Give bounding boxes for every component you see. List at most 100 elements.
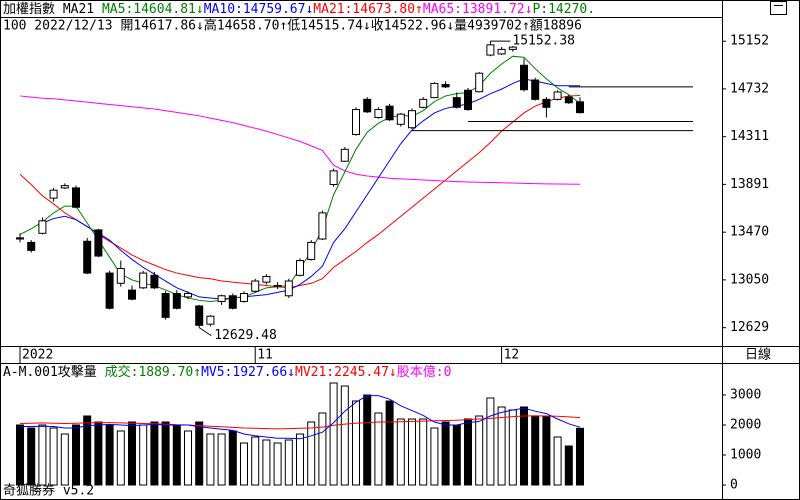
volume-bar <box>27 427 36 486</box>
volume-bar <box>284 439 293 486</box>
volume-bar <box>307 421 316 486</box>
average-line <box>19 415 581 430</box>
volume-bar <box>72 424 80 486</box>
volume-bar <box>475 415 484 486</box>
legend-segment: A-M.001攻擊量 <box>3 364 105 380</box>
volume-bar <box>486 397 495 486</box>
volume-bar <box>105 424 114 486</box>
low-leader <box>198 327 212 337</box>
legend-segment: MV5:1927.66↓ <box>201 365 295 380</box>
candle-body <box>553 91 562 100</box>
volume-bar <box>273 442 282 486</box>
quote-line: 100 2022/12/13 開14617.86↓高14658.70↑低1451… <box>3 18 582 34</box>
candle-body <box>318 212 327 240</box>
volume-bar <box>184 430 192 486</box>
candle-body <box>116 268 125 284</box>
high-label: 15152.38 <box>512 34 575 49</box>
y-tick-label: 0 <box>730 478 738 493</box>
candle-body <box>128 289 136 300</box>
y-tick-label: 13470 <box>730 225 769 240</box>
volume-bar <box>329 382 338 486</box>
y-tick-label: 2000 <box>730 418 761 433</box>
candle-body <box>576 101 584 114</box>
candle-body <box>105 272 114 309</box>
volume-bar <box>553 436 562 486</box>
candle-body <box>296 260 304 276</box>
candle-body <box>508 46 517 50</box>
window-button[interactable] <box>770 1 787 15</box>
volume-bar <box>206 433 215 486</box>
y-tick-label: 13050 <box>730 272 769 287</box>
volume-bar <box>497 406 506 486</box>
candle-body <box>49 189 58 199</box>
legend-segment: MV21:2245.47↓ <box>295 365 397 380</box>
volume-bar <box>228 430 237 486</box>
legend-segment: 成交:1889.70↑ <box>105 364 201 380</box>
volume-bar <box>83 415 92 486</box>
volume-bar <box>374 412 383 486</box>
candle-body <box>273 285 282 288</box>
volume-bar <box>363 394 372 486</box>
volume-bar <box>60 433 69 486</box>
volume-bar <box>251 436 260 486</box>
volume-bar <box>38 424 47 486</box>
candle-body <box>340 148 349 162</box>
legend-segment: 股本億:0 <box>397 364 452 380</box>
legend-segment: P:14270. <box>532 2 595 17</box>
candle-body <box>228 295 237 309</box>
y-tick-label: 15152 <box>730 34 769 49</box>
volume-bar <box>150 421 159 486</box>
volume-bar <box>195 421 204 486</box>
candle-body <box>94 229 103 257</box>
candle-body <box>497 48 506 55</box>
candle-body <box>72 187 80 208</box>
candle-body <box>16 237 24 240</box>
y-tick-label: 13891 <box>730 177 769 192</box>
volume-bar <box>128 421 136 486</box>
volume-bar <box>385 400 394 486</box>
volume-bar <box>408 418 416 486</box>
volume-bar <box>576 427 584 486</box>
candle-body <box>486 44 495 56</box>
volume-bar <box>452 424 461 486</box>
volume-bar <box>564 445 573 486</box>
legend-segment: MA10:14759.67↓ <box>204 2 314 17</box>
candle-body <box>408 110 416 129</box>
low-label: 12629.48 <box>214 328 277 343</box>
volume-bar <box>296 433 304 486</box>
candle-body <box>206 315 215 325</box>
candle-body <box>419 98 428 108</box>
candle-body <box>195 305 204 326</box>
candle-body <box>60 185 69 189</box>
legend-segment: 加權指數 MA21 <box>3 2 102 17</box>
candle-body <box>83 240 92 274</box>
candle-body <box>520 64 528 91</box>
volume-bar <box>240 442 248 486</box>
volume-bar <box>441 421 450 486</box>
candle-body <box>161 293 170 318</box>
candle-body <box>475 72 484 93</box>
legend-segment: MA65:13891.72↓ <box>423 2 533 17</box>
average-line <box>19 95 581 185</box>
y-tick-label: 14311 <box>730 129 769 144</box>
volume-bar <box>116 430 125 486</box>
app-name: 奇狐勝券 v5.2 <box>3 483 94 499</box>
volume-bar <box>542 415 551 486</box>
volume-bar <box>161 421 170 486</box>
candle-body <box>385 105 394 121</box>
volume-bar <box>430 427 439 486</box>
volume-bar <box>352 400 360 486</box>
candle-body <box>531 79 540 100</box>
candle-body <box>251 280 260 292</box>
candle-body <box>396 113 405 125</box>
candle-body <box>542 98 551 108</box>
y-tick-label: 3000 <box>730 388 761 403</box>
candle-body <box>430 82 439 99</box>
volume-bar <box>531 415 540 486</box>
candle-body <box>262 275 271 283</box>
volume-bar <box>508 409 517 486</box>
candle-body <box>374 109 383 119</box>
candle-body <box>441 84 450 88</box>
